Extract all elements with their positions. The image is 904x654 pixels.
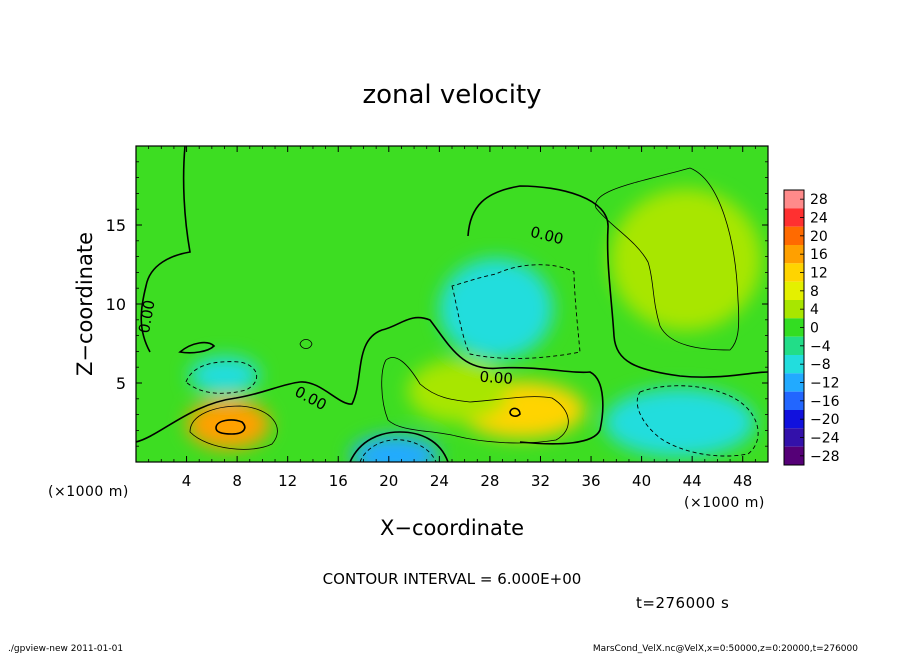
colorbar-swatch xyxy=(784,281,804,300)
colorbar-swatch xyxy=(784,410,804,429)
dashed-contours xyxy=(185,264,759,462)
max-contour-left xyxy=(215,419,246,435)
colorbar-swatch xyxy=(784,300,804,319)
x-tick-label: 36 xyxy=(581,472,600,490)
max-contours xyxy=(215,407,521,435)
colorbar-label: −24 xyxy=(810,431,840,447)
contour-label-1: 0.00 xyxy=(479,368,514,388)
feature-negative-region-7km xyxy=(189,356,260,395)
colorbar-swatch xyxy=(784,263,804,282)
zero-contours xyxy=(136,146,768,462)
negative-contour-bottom xyxy=(359,439,437,462)
colorbar-label: −20 xyxy=(810,412,840,428)
zero-contour-middle xyxy=(136,316,604,445)
footer-right: MarsCond_VelX.nc@VelX,x=0:50000,z=0:2000… xyxy=(593,644,858,654)
x-axis: 4 8 12 16 20 24 28 32 36 40 44 48 xyxy=(148,146,756,490)
negative-contour-left xyxy=(185,361,257,394)
chart-title: zonal velocity xyxy=(362,80,541,110)
x-tick-label: 8 xyxy=(232,472,242,490)
x-tick-label: 20 xyxy=(379,472,398,490)
x-tick-label: 48 xyxy=(733,472,752,490)
colorbar-swatch xyxy=(784,318,804,337)
max-contour-center xyxy=(509,407,521,417)
x-tick-label: 44 xyxy=(683,472,702,490)
colorbar-swatch xyxy=(784,428,804,447)
positive-contour-small xyxy=(299,339,313,349)
colorbar-label: −28 xyxy=(810,449,840,465)
y-axis: 5 10 15 xyxy=(106,161,768,447)
x-unit-left: (×1000 m) xyxy=(48,484,129,500)
feature-negative-region-lower-right xyxy=(603,387,756,458)
positive-contour-upper-right xyxy=(595,167,740,351)
contour-interval-label: CONTOUR INTERVAL = 6.000E+00 xyxy=(323,570,582,588)
feature-positive-band-25km xyxy=(407,359,509,423)
contour-label-3: 0.00 xyxy=(135,299,159,335)
plot-area: 0.000.000.000.00 xyxy=(135,145,769,463)
colorbar-swatch xyxy=(784,208,804,227)
colorbar-label: 4 xyxy=(810,302,819,318)
colorbar-label: 0 xyxy=(810,321,819,337)
colorbar-swatch xyxy=(784,446,804,465)
x-tick-label: 12 xyxy=(278,472,297,490)
positive-contour-left-max xyxy=(189,405,278,450)
colorbar-swatch xyxy=(784,336,804,355)
x-tick-label: 28 xyxy=(480,472,499,490)
colorbar-label: 20 xyxy=(810,229,828,245)
field-features xyxy=(186,188,762,462)
zero-contour-small-left xyxy=(178,341,216,354)
y-tick-label: 5 xyxy=(116,374,126,393)
colorbar-swatch xyxy=(784,190,804,209)
time-label: t=276000 s xyxy=(636,594,729,612)
colorbar-swatch xyxy=(784,391,804,410)
feature-negative-core-bottom-20km xyxy=(350,435,440,462)
x-tick-label: 24 xyxy=(430,472,449,490)
x-unit-right: (×1000 m) xyxy=(684,495,765,511)
colorbar-label: 28 xyxy=(810,192,828,208)
negative-contour-center xyxy=(451,264,581,359)
zero-contour-left xyxy=(140,146,191,353)
feature-negative-core-28km xyxy=(439,258,554,360)
colorbar-label: 24 xyxy=(810,211,828,227)
x-tick-label: 40 xyxy=(632,472,651,490)
colorbar-label: 12 xyxy=(810,266,828,282)
thin-contours xyxy=(189,167,740,450)
zero-contour-bottom xyxy=(349,431,449,462)
x-tick-label: 32 xyxy=(531,472,550,490)
colorbar-swatch xyxy=(784,245,804,264)
colorbar-swatch xyxy=(784,226,804,245)
colorbar-swatch xyxy=(784,355,804,374)
y-tick-label: 10 xyxy=(106,295,126,314)
colorbar-label: 8 xyxy=(810,284,819,300)
colorbar-label: −4 xyxy=(810,339,831,355)
y-tick-label: 15 xyxy=(106,216,126,235)
x-axis-label: X−coordinate xyxy=(380,516,524,540)
positive-contour-middle xyxy=(381,357,569,444)
colorbar-label: 16 xyxy=(810,247,828,263)
negative-contour-right xyxy=(636,385,759,457)
y-axis-label: Z−coordinate xyxy=(73,232,97,376)
colorbar: 28 24 20 16 12 8 4 0 −4 −8 −12 −16 −20 −24 −28 xyxy=(783,189,840,466)
zero-contour-upper xyxy=(467,185,768,378)
colorbar-label: −8 xyxy=(810,357,831,373)
colorbar-swatch xyxy=(784,373,804,392)
colorbar-label: −12 xyxy=(810,376,840,392)
footer-left: ./gpview-new 2011-01-01 xyxy=(8,644,123,654)
colorbar-label: −16 xyxy=(810,394,840,410)
feature-positive-region-upper-right xyxy=(610,188,762,331)
x-tick-label: 16 xyxy=(329,472,348,490)
x-tick-label: 4 xyxy=(182,472,192,490)
